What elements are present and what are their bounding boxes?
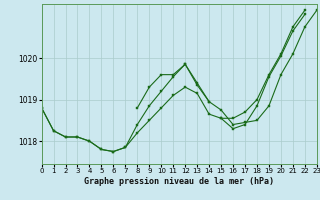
X-axis label: Graphe pression niveau de la mer (hPa): Graphe pression niveau de la mer (hPa) [84,177,274,186]
